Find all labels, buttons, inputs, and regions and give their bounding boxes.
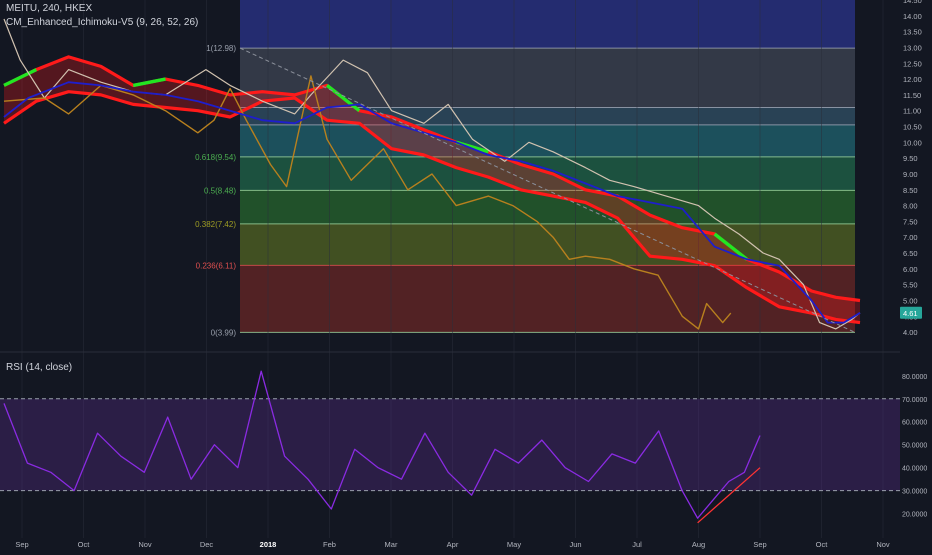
cloud-lower-line <box>3 90 861 325</box>
price-tick: 4.00 <box>903 328 918 337</box>
price-tick: 12.00 <box>903 75 922 84</box>
cloud-bull-segment <box>713 232 748 261</box>
time-tick: Nov <box>138 540 152 549</box>
rsi-pane <box>0 351 900 524</box>
price-tick: 6.50 <box>903 249 918 258</box>
fib-band <box>240 265 855 333</box>
price-tick: 9.00 <box>903 170 918 179</box>
rsi-tick: 30.0000 <box>902 489 927 496</box>
rsi-tick: 40.0000 <box>902 466 927 473</box>
fib-band <box>240 124 855 157</box>
fib-band-top <box>240 0 855 49</box>
price-tick: 7.00 <box>903 233 918 242</box>
price-tick: 14.50 <box>903 0 922 5</box>
price-tick: 12.50 <box>903 59 922 68</box>
fib-label: 0(3.99) <box>211 328 237 337</box>
rsi-trendline <box>697 467 761 524</box>
rsi-line <box>3 370 761 519</box>
rsi-band <box>0 398 900 491</box>
last-price-label: 4.61 <box>903 309 918 318</box>
fib-bands <box>240 0 855 333</box>
time-tick: Sep <box>753 540 766 549</box>
fib-label: 0.382(7.42) <box>195 220 236 229</box>
price-tick: 5.00 <box>903 296 918 305</box>
price-tick: 14.00 <box>903 12 922 21</box>
price-series <box>3 18 861 333</box>
price-tick: 9.50 <box>903 154 918 163</box>
time-tick: Apr <box>447 540 459 549</box>
symbol-title: MEITU, 240, HKEX <box>6 3 93 14</box>
kijun-line <box>3 81 861 324</box>
last-price-badge <box>900 306 922 319</box>
time-tick: Dec <box>200 540 214 549</box>
price-tick: 11.50 <box>903 91 921 100</box>
price-tick: 10.50 <box>903 123 922 132</box>
time-tick: 2018 <box>260 540 277 549</box>
time-tick: Oct <box>816 540 829 549</box>
time-tick: Jul <box>632 540 642 549</box>
price-tick: 8.50 <box>903 186 918 195</box>
time-tick: Mar <box>385 540 398 549</box>
price-axis: 14.50 14.00 13.50 13.00 12.50 12.00 11.50 11.00… <box>900 0 932 550</box>
fib-label: 1(12.98) <box>206 44 236 53</box>
rsi-tick: 80.0000 <box>902 374 927 381</box>
rsi-tick: 70.0000 <box>902 397 927 404</box>
time-tick: Nov <box>876 540 890 549</box>
price-tick: 13.50 <box>903 28 922 37</box>
price-tick: 6.00 <box>903 265 918 274</box>
fib-label: 0.236(6.11) <box>196 261 237 270</box>
time-tick: May <box>507 540 521 549</box>
price-tick: 7.50 <box>903 217 918 226</box>
cloud-bull-segment <box>132 77 166 88</box>
rsi-tick: 50.0000 <box>902 443 927 450</box>
time-tick: Feb <box>323 540 336 549</box>
cloud-bull-segment <box>325 84 361 113</box>
fib-label: 0.5(8.48) <box>204 186 236 195</box>
downtrend-line <box>239 47 856 333</box>
fib-band <box>240 223 855 266</box>
price-tick: 10.00 <box>903 138 922 147</box>
fib-label: 0.618(9.54) <box>195 153 236 162</box>
time-tick: Sep <box>15 540 28 549</box>
rsi-title: RSI (14, close) <box>6 362 73 373</box>
price-tick: 8.00 <box>903 202 918 211</box>
rsi-tick: 20.0000 <box>902 512 927 519</box>
lagging-line <box>3 75 732 330</box>
cloud-bull-segment <box>3 68 38 87</box>
rsi-tick: 60.0000 <box>902 420 927 427</box>
indicator-title: CM_Enhanced_Ichimoku-V5 (9, 26, 52, 26) <box>6 17 199 28</box>
price-tick: 13.00 <box>903 43 922 52</box>
price-tick: 11.00 <box>903 107 921 116</box>
time-tick: Jun <box>569 540 581 549</box>
fib-labels: 1(12.98) 0.618(9.54) 0.5(8.48) 0.382(7.42) 0… <box>195 44 236 337</box>
price-axis-bg <box>900 0 932 550</box>
time-tick: Oct <box>78 540 91 549</box>
time-axis: Sep Oct Nov Dec 2018 Feb Mar Apr May Jun Jul Aug Sep… <box>15 540 890 549</box>
time-tick: Aug <box>692 540 705 549</box>
price-tick: 5.50 <box>903 281 918 290</box>
